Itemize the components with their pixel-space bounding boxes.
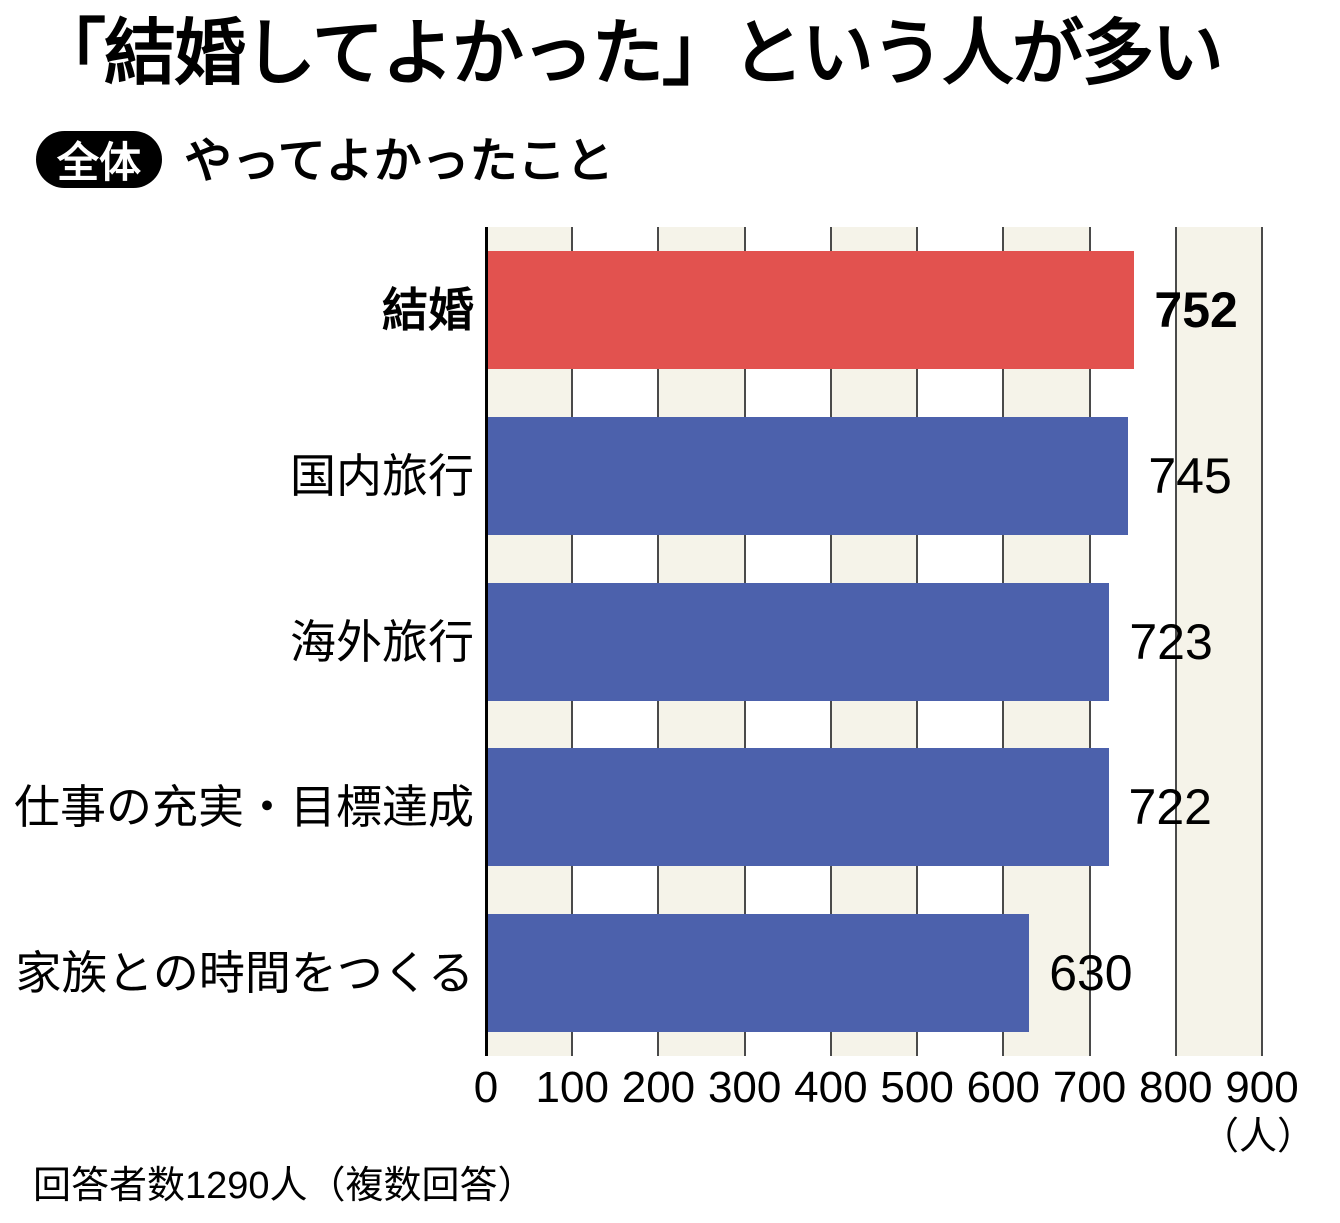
value-label-1: 745 [1148, 447, 1232, 504]
bar-2 [486, 582, 1110, 701]
value-label-0: 752 [1154, 281, 1238, 338]
plot-area [485, 227, 1263, 1056]
bar-3 [486, 748, 1109, 867]
bar-0 [486, 250, 1135, 369]
x-tick-label-0: 0 [473, 1063, 499, 1112]
gridline-800 [1174, 227, 1177, 1056]
value-label-2: 723 [1129, 613, 1213, 670]
x-tick-label-900: 900 [1225, 1063, 1299, 1112]
footnote: 回答者数1290人（複数回答） [33, 1165, 536, 1207]
category-label-0: 結婚 [382, 283, 474, 336]
chart-subtitle: やってよかったこと [184, 135, 614, 188]
bar-1 [486, 416, 1129, 535]
y-axis-line [485, 227, 488, 1056]
category-label-1: 国内旅行 [290, 449, 474, 502]
x-tick-label-600: 600 [966, 1063, 1041, 1112]
x-tick-label-100: 100 [535, 1063, 609, 1112]
gridline-900 [1261, 227, 1263, 1056]
x-tick-label-200: 200 [621, 1063, 696, 1112]
x-tick-label-500: 500 [880, 1063, 954, 1112]
value-label-3: 722 [1128, 779, 1212, 836]
x-axis-unit: （人） [1200, 1116, 1315, 1158]
x-tick-label-800: 800 [1139, 1063, 1213, 1112]
category-label-2: 海外旅行 [290, 615, 474, 668]
x-tick-label-700: 700 [1052, 1063, 1127, 1112]
category-label-4: 家族との時間をつくる [15, 947, 474, 1000]
category-label-3: 仕事の充実・目標達成 [14, 781, 474, 834]
value-label-4: 630 [1049, 945, 1133, 1002]
bar-4 [486, 914, 1030, 1033]
x-tick-label-400: 400 [794, 1063, 868, 1112]
x-tick-label-300: 300 [707, 1063, 782, 1112]
chart-title: 「結婚してよかった」という人が多い [34, 14, 1224, 94]
scope-badge: 全体 [36, 131, 162, 188]
